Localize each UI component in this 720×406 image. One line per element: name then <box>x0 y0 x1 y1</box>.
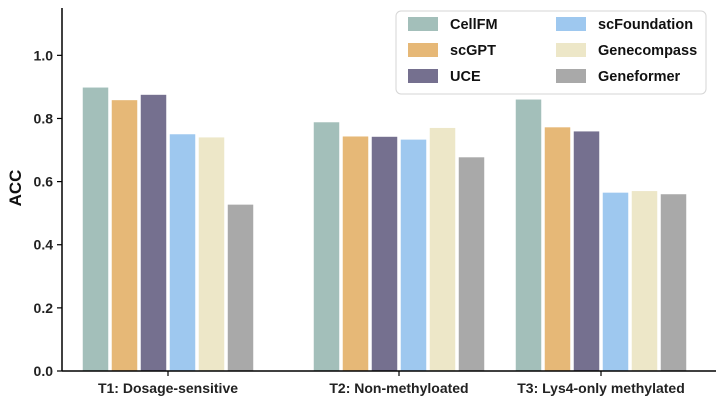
bar-geneformer-1 <box>227 204 254 371</box>
bar-geneformer-3 <box>660 194 687 371</box>
x-ticks: T1: Dosage-sensitive T2: Non-methyloated T… <box>98 371 685 396</box>
y-tick-label: 0.2 <box>34 300 54 316</box>
x-tick-label: T2: Non-methyloated <box>329 380 468 396</box>
bar-genecompass-1 <box>198 137 225 371</box>
bar-geneformer-2 <box>458 157 485 371</box>
bar-scgpt-3 <box>544 127 571 371</box>
bar-genecompass-3 <box>631 191 658 371</box>
bar-genecompass-2 <box>429 127 456 372</box>
bar-scfoundation-2 <box>400 139 427 371</box>
legend-label-scfoundation: scFoundation <box>598 17 693 33</box>
legend-label-uce: UCE <box>450 69 481 85</box>
bar-scgpt-2 <box>342 136 369 371</box>
bar-uce-1 <box>140 94 167 371</box>
x-tick-label: T1: Dosage-sensitive <box>98 380 238 396</box>
bar-scgpt-1 <box>111 100 138 371</box>
legend-label-scgpt: scGPT <box>450 43 496 59</box>
y-tick-label: 0.4 <box>34 237 54 253</box>
y-tick-label: 1.0 <box>34 47 54 63</box>
legend-label-geneformer: Geneformer <box>598 69 681 85</box>
x-tick-label: T3: Lys4-only methylated <box>517 380 685 396</box>
legend-swatch-uce <box>408 69 438 83</box>
y-tick-label: 0.8 <box>34 110 54 126</box>
legend-swatch-genecompass <box>556 43 586 57</box>
legend-label-cellfm: CellFM <box>450 17 498 33</box>
y-tick-label: 0.0 <box>34 363 54 379</box>
bar-uce-3 <box>573 131 600 371</box>
legend-swatch-scgpt <box>408 43 438 57</box>
y-axis-title: ACC <box>6 170 25 207</box>
y-tick-label: 0.6 <box>34 174 54 190</box>
bar-scfoundation-3 <box>602 192 629 371</box>
legend-frame <box>395 10 707 95</box>
y-ticks: 0.0 0.2 0.4 0.6 0.8 1.0 <box>34 47 62 379</box>
legend-swatch-cellfm <box>408 17 438 31</box>
bars-layer <box>82 87 687 372</box>
bar-cellfm-1 <box>82 87 109 372</box>
legend-label-genecompass: Genecompass <box>598 43 697 59</box>
bar-scfoundation-1 <box>169 134 196 371</box>
legend-swatch-scfoundation <box>556 17 586 31</box>
bar-uce-2 <box>371 136 398 371</box>
axes-layer <box>61 8 716 372</box>
legend: CellFM scGPT UCE scFoundation Genecompass Gen… <box>395 10 707 95</box>
legend-swatch-geneformer <box>556 69 586 83</box>
bar-cellfm-2 <box>313 122 340 372</box>
bar-cellfm-3 <box>515 99 542 372</box>
